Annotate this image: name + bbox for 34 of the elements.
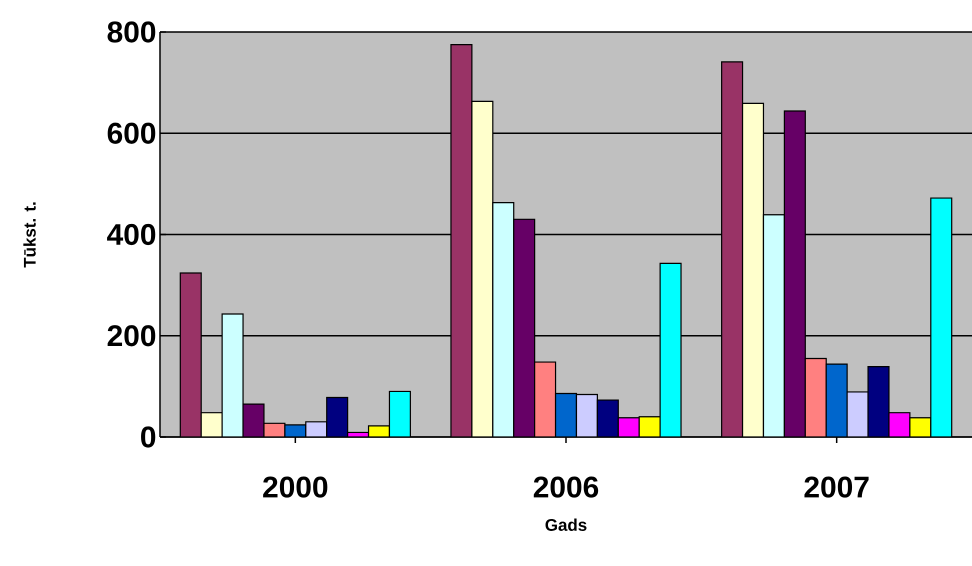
y-tick-label: 600 <box>108 122 156 144</box>
bar <box>888 412 910 437</box>
bar <box>597 400 618 437</box>
bar <box>660 263 682 437</box>
bar <box>721 61 744 437</box>
x-tick-label: 2006 <box>534 476 598 498</box>
bar <box>576 394 598 437</box>
bar <box>742 102 764 437</box>
bar <box>326 398 348 437</box>
bar <box>534 362 556 437</box>
x-tick-label: 2007 <box>804 476 869 498</box>
bar <box>930 197 952 437</box>
bar <box>492 202 514 437</box>
bar <box>762 214 785 437</box>
bar <box>846 391 869 437</box>
bar <box>222 314 244 437</box>
bar <box>514 219 535 437</box>
bar <box>450 44 472 437</box>
bar <box>243 404 264 437</box>
bar <box>784 110 806 437</box>
bar <box>867 366 890 437</box>
x-tick-label: 2000 <box>263 476 328 498</box>
bar <box>180 272 202 437</box>
bar <box>804 358 827 437</box>
y-tick-label: 0 <box>141 426 156 448</box>
y-tick-label: 400 <box>107 224 156 246</box>
y-tick-label: 200 <box>108 325 156 346</box>
x-axis-title: Gads <box>546 518 586 531</box>
bar <box>472 101 493 437</box>
bar <box>389 391 410 437</box>
y-tick-label: 800 <box>108 21 156 43</box>
bar <box>826 364 848 437</box>
y-axis-title: Tūkst. t. <box>23 202 36 268</box>
bar <box>556 393 576 437</box>
